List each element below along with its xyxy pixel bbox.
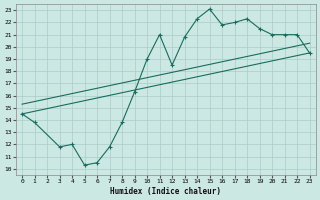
X-axis label: Humidex (Indice chaleur): Humidex (Indice chaleur) — [110, 187, 221, 196]
